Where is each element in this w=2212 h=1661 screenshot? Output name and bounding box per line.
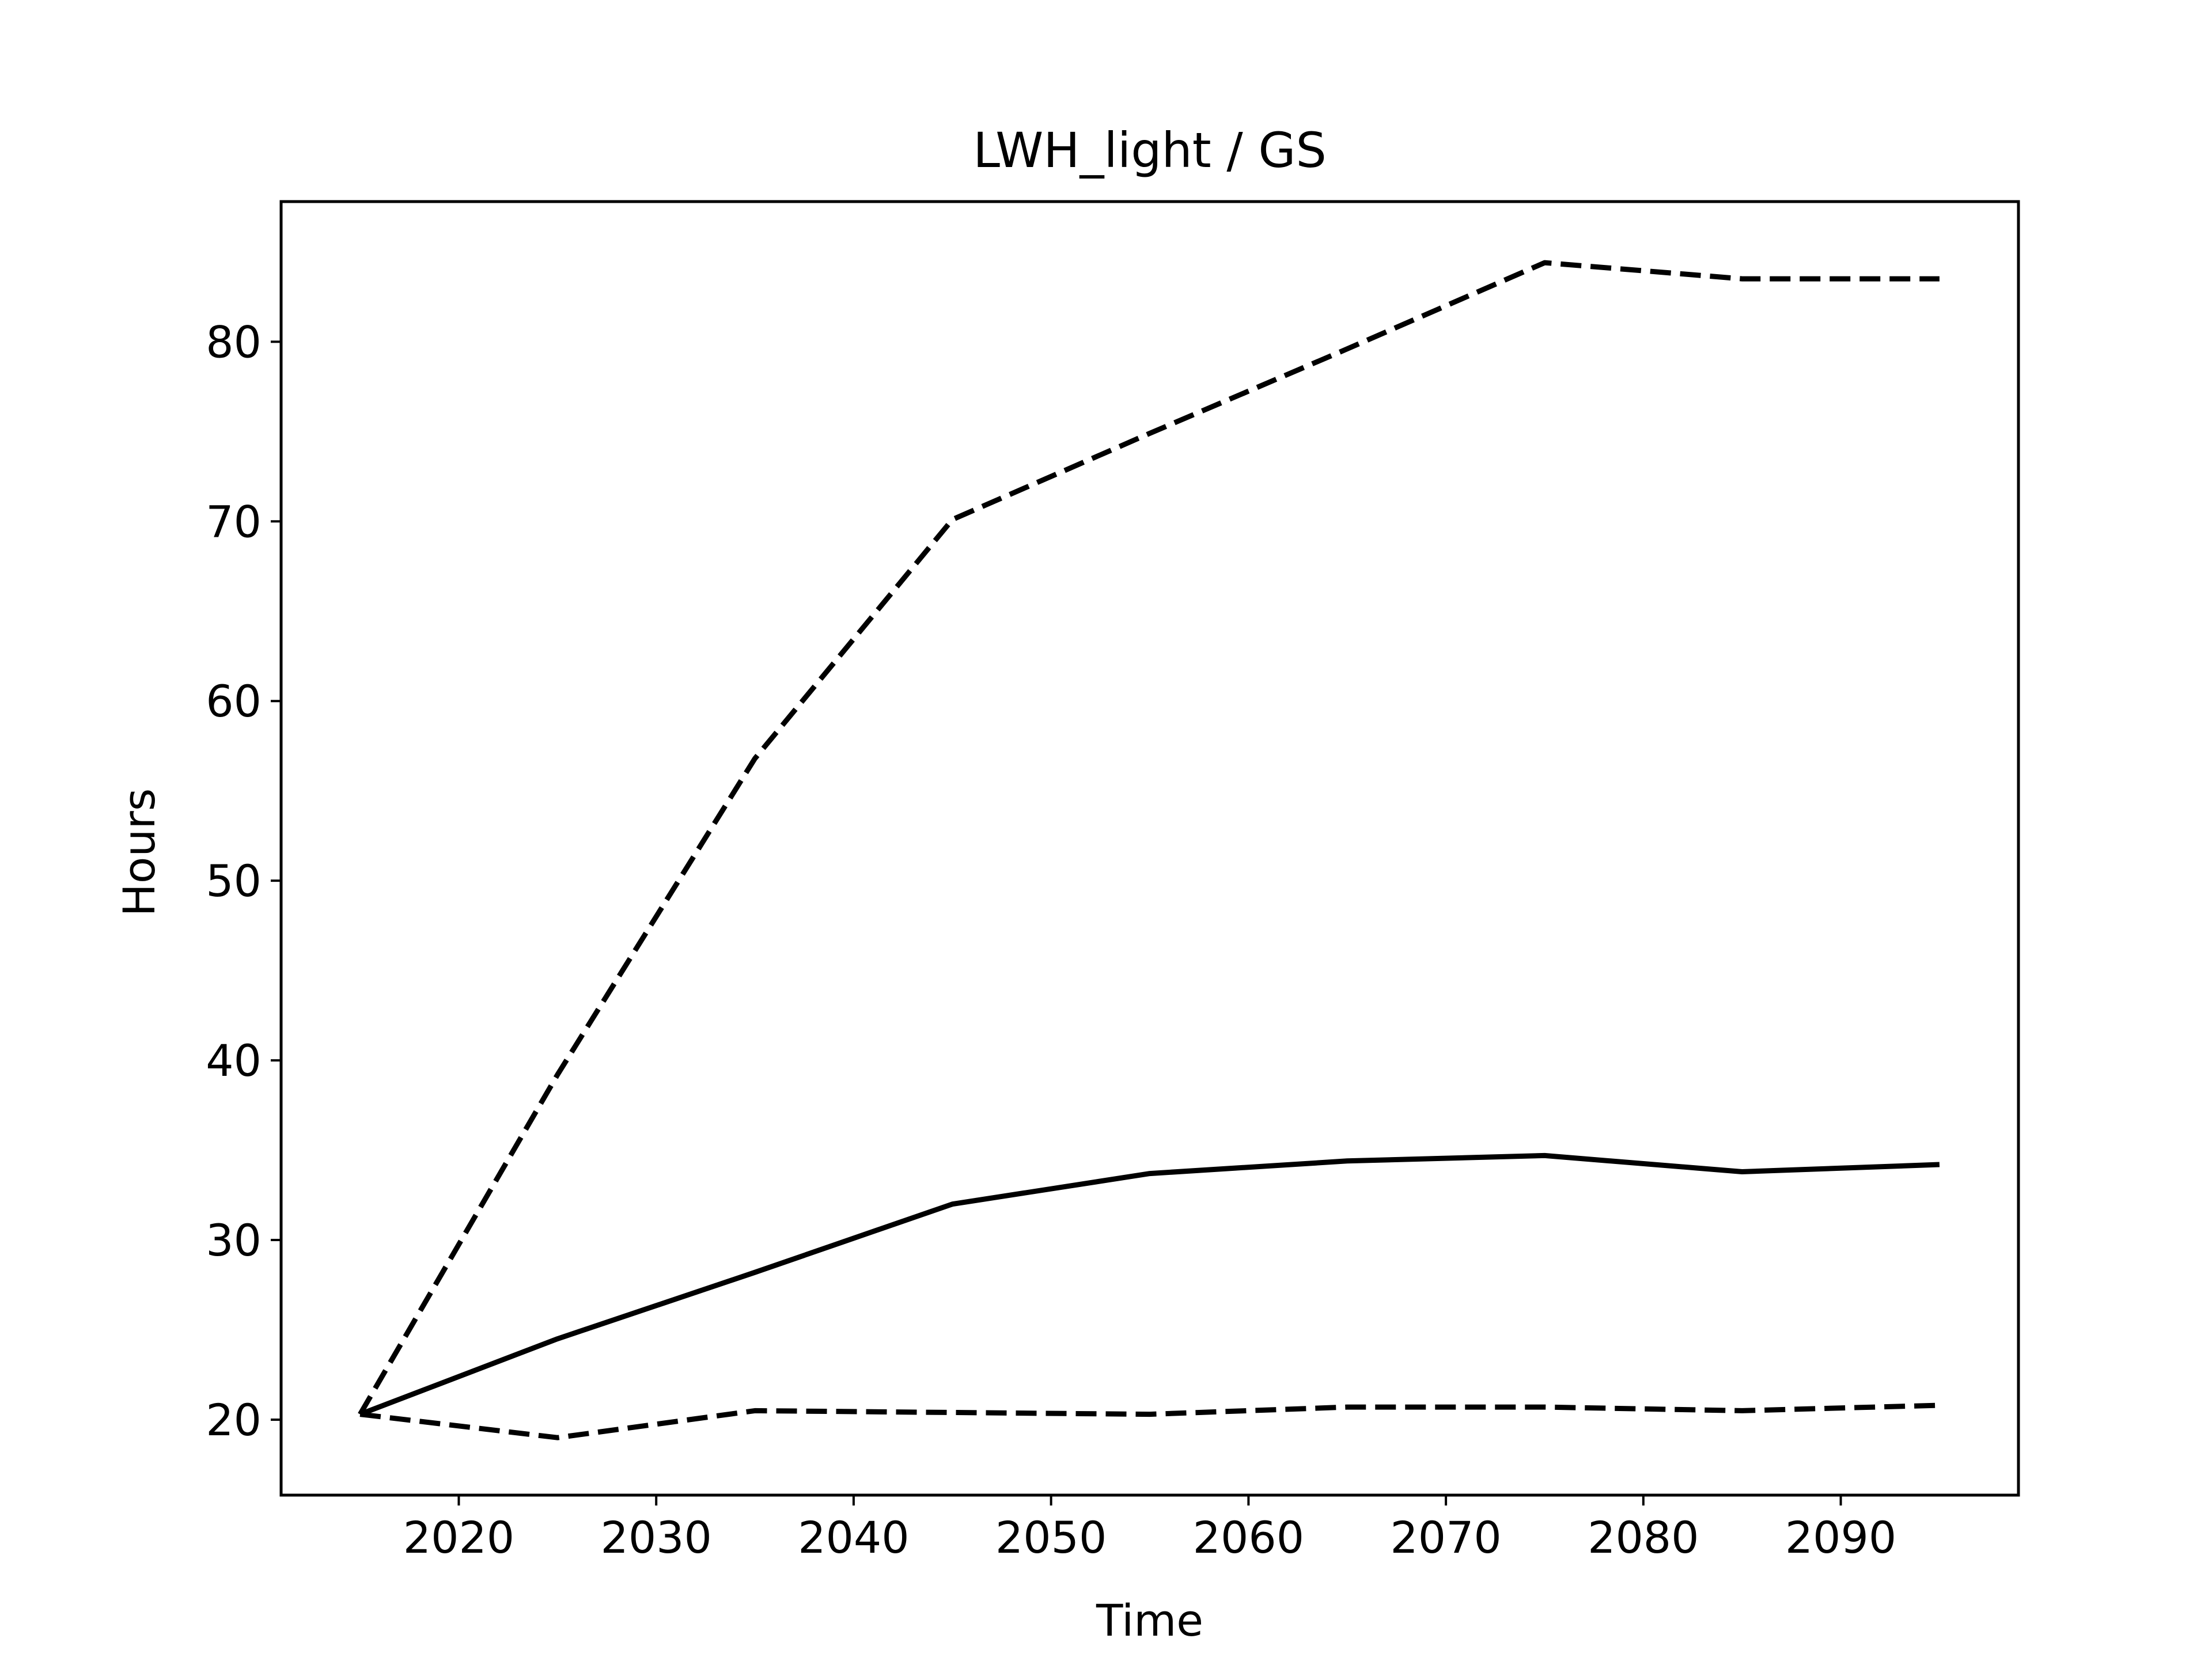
y-tick-label: 40 [206,1035,262,1086]
y-tick-label: 70 [206,496,262,547]
x-tick-label: 2080 [1588,1512,1699,1563]
series-line-2 [359,1152,1940,1417]
y-axis-ticks: 20 30 40 50 60 70 80 [206,316,281,1446]
y-tick-label: 60 [206,676,262,727]
y-tick-label: 50 [206,855,262,907]
y-tick-label: 20 [206,1394,262,1446]
x-tick-label: 2060 [1193,1512,1304,1563]
x-tick-label: 2070 [1390,1512,1501,1563]
y-tick-label: 80 [206,316,262,367]
x-tick-label: 2090 [1785,1512,1896,1563]
chart-title: LWH_light / GS [973,122,1327,179]
x-tick-label: 2040 [798,1512,909,1563]
x-axis-ticks: 2020 2030 2040 2050 2060 2070 2080 2090 [403,1495,1896,1563]
plot-lines [358,260,1940,1440]
series-line-1 [358,260,1940,1416]
x-tick-label: 2030 [600,1512,711,1563]
y-tick-label: 30 [206,1215,262,1266]
series-line-3 [359,1402,1940,1440]
x-axis-label: Time [1096,1595,1203,1646]
y-axis-label: Hours [113,788,165,917]
x-tick-label: 2050 [995,1512,1107,1563]
x-tick-label: 2020 [403,1512,514,1563]
plot-area-frame [279,200,2020,1497]
